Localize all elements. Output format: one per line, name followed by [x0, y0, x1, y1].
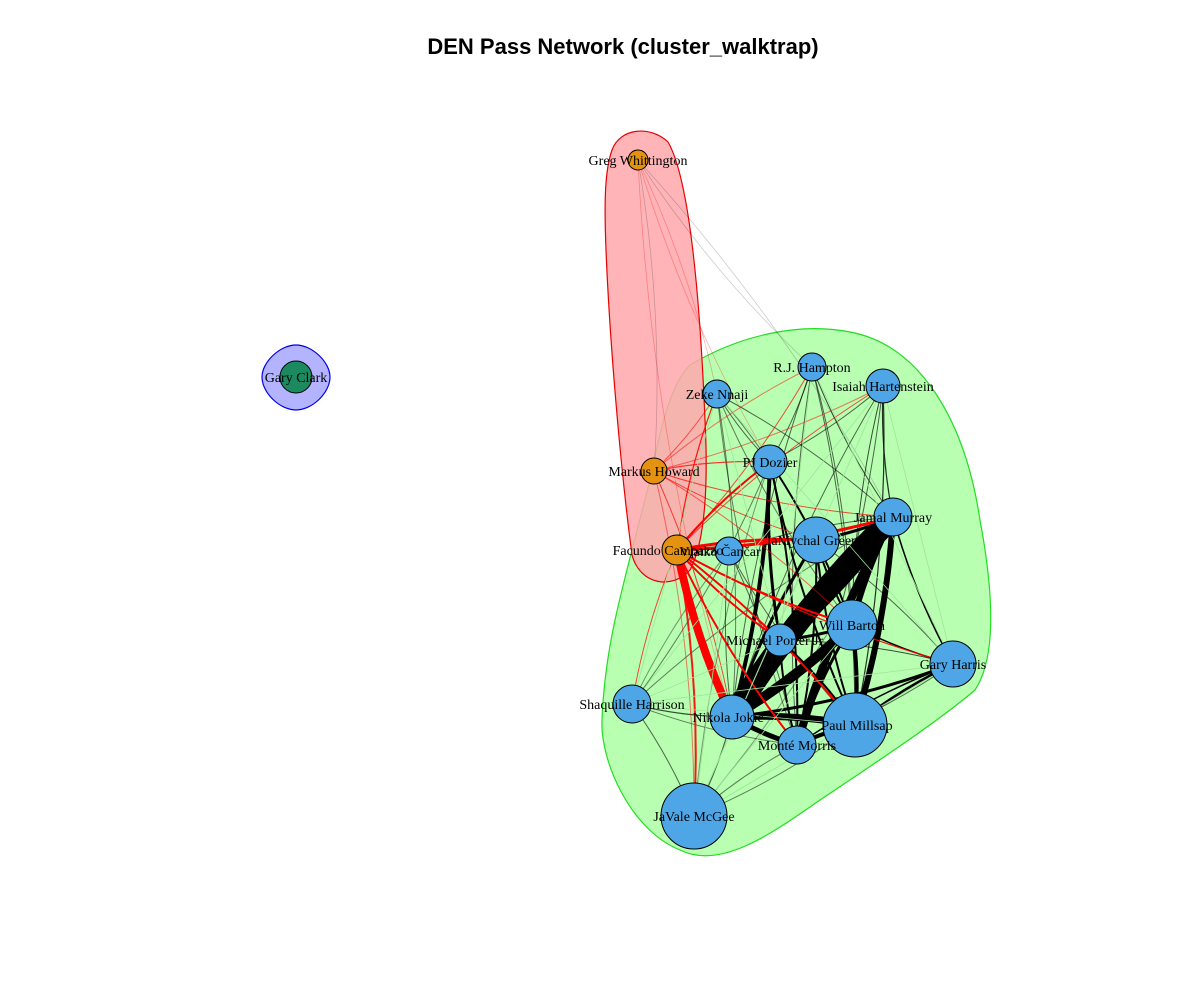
edge-markus-javale — [653, 470, 695, 817]
edge-rj-will — [811, 366, 853, 626]
node-markus — [640, 457, 668, 485]
edge-pj-paul — [769, 461, 856, 726]
edge-faint-shaq-gary_h — [631, 663, 954, 705]
edge-markus-will — [653, 470, 853, 626]
node-label-shaq: Shaquille Harrison — [579, 698, 684, 713]
node-greg — [627, 149, 649, 171]
edge-markus-nikola — [653, 470, 733, 718]
node-jamal — [873, 497, 913, 537]
edge-faint-javale-gary_h — [693, 663, 954, 817]
node-label-monte: Monté Morris — [758, 739, 836, 754]
node-javale — [660, 782, 728, 850]
node-label-javale: JaVale McGee — [653, 810, 734, 825]
edge-facundo-javale — [676, 549, 697, 817]
edge-isaiah-paul — [854, 385, 885, 726]
node-label-isaiah: Isaiah Hartenstein — [832, 380, 933, 395]
edge-faint-javale-isaiah — [693, 385, 884, 817]
node-label-zeke: Zeke Nnaji — [686, 388, 749, 403]
node-label-paul: Paul Millsap — [821, 719, 892, 734]
node-label-gary_h: Gary Harris — [920, 658, 986, 673]
edge-greg-jamal — [637, 159, 894, 518]
node-jamychal — [792, 516, 840, 564]
edge-faint-shaq-michael — [631, 639, 781, 705]
cluster-hull-red — [604, 130, 707, 583]
node-rj — [797, 352, 827, 382]
edge-faint-isaiah-gary_h — [882, 385, 954, 665]
edge-markus-jamal — [653, 470, 894, 518]
edge-markus-rj — [653, 366, 813, 472]
node-label-gary_c: Gary Clark — [265, 371, 328, 386]
edge-faint-javale-will — [693, 624, 853, 817]
node-will — [826, 599, 878, 651]
edge-isaiah-will — [851, 385, 884, 626]
edge-zeke-will — [716, 393, 853, 626]
cluster-hulls — [261, 130, 992, 857]
node-pj — [752, 444, 788, 480]
edge-markus-isaiah — [653, 385, 884, 472]
edge-shaq-vlatko — [631, 550, 730, 705]
node-gary_c — [279, 360, 313, 394]
edge-greg-zeke — [637, 159, 718, 395]
node-monte — [777, 725, 817, 765]
edge-facundo-gary_h — [676, 549, 954, 665]
node-vlatko — [714, 536, 744, 566]
node-label-markus: Markus Howard — [608, 465, 699, 480]
node-label-rj: R.J. Hampton — [773, 361, 850, 376]
edge-zeke-monte — [716, 393, 798, 746]
edge-faint-shaq-isaiah — [631, 385, 884, 705]
edge-shaq-pj — [631, 461, 771, 705]
nodes — [279, 149, 977, 850]
node-label-facundo: Facundo Campazzo — [613, 544, 724, 559]
edge-faint-zeke-michael — [716, 393, 781, 641]
edge-greg-markus — [637, 159, 658, 472]
edge-facundo-monte — [676, 549, 798, 746]
edge-isaiah-monte — [796, 385, 884, 746]
node-label-pj: PJ Dozier — [743, 456, 798, 471]
node-label-jamal: Jamal Murray — [854, 511, 932, 526]
edge-faint-javale-vlatko — [693, 550, 730, 817]
node-label-greg: Greg Whittington — [589, 154, 688, 169]
node-label-vlatko: Vlatko Čančar — [679, 543, 761, 560]
edge-rj-monte — [791, 366, 813, 746]
node-label-will: Will Barton — [819, 619, 885, 634]
node-nikola — [709, 694, 755, 740]
chart-title: DEN Pass Network (cluster_walktrap) — [427, 34, 819, 59]
node-shaq — [612, 684, 652, 724]
edge-greg-pj — [637, 159, 771, 463]
edge-nikola-jamychal — [730, 539, 818, 718]
edge-greg-nikola — [637, 159, 733, 718]
node-zeke — [702, 379, 732, 409]
node-paul — [822, 692, 888, 758]
edge-rj-jamal — [811, 366, 894, 518]
node-gary_h — [929, 640, 977, 688]
edge-greg-rj — [637, 159, 813, 368]
node-label-nikola: Nikola Jokić — [692, 711, 763, 726]
node-michael — [763, 623, 797, 657]
node-facundo — [661, 534, 693, 566]
node-isaiah — [865, 368, 901, 404]
edge-zeke-jamal — [716, 393, 894, 518]
edge-facundo-rj — [676, 366, 813, 551]
node-label-michael: Michael Porter Jr. — [726, 634, 826, 649]
node-label-jamychal: JaMychal Green — [766, 534, 858, 549]
node-labels: Greg Whittington Gary Clark R.J. Hampton Is… — [265, 154, 987, 825]
edge-faint-rj-michael — [779, 366, 813, 641]
edge-shaq-jamal — [631, 516, 894, 705]
